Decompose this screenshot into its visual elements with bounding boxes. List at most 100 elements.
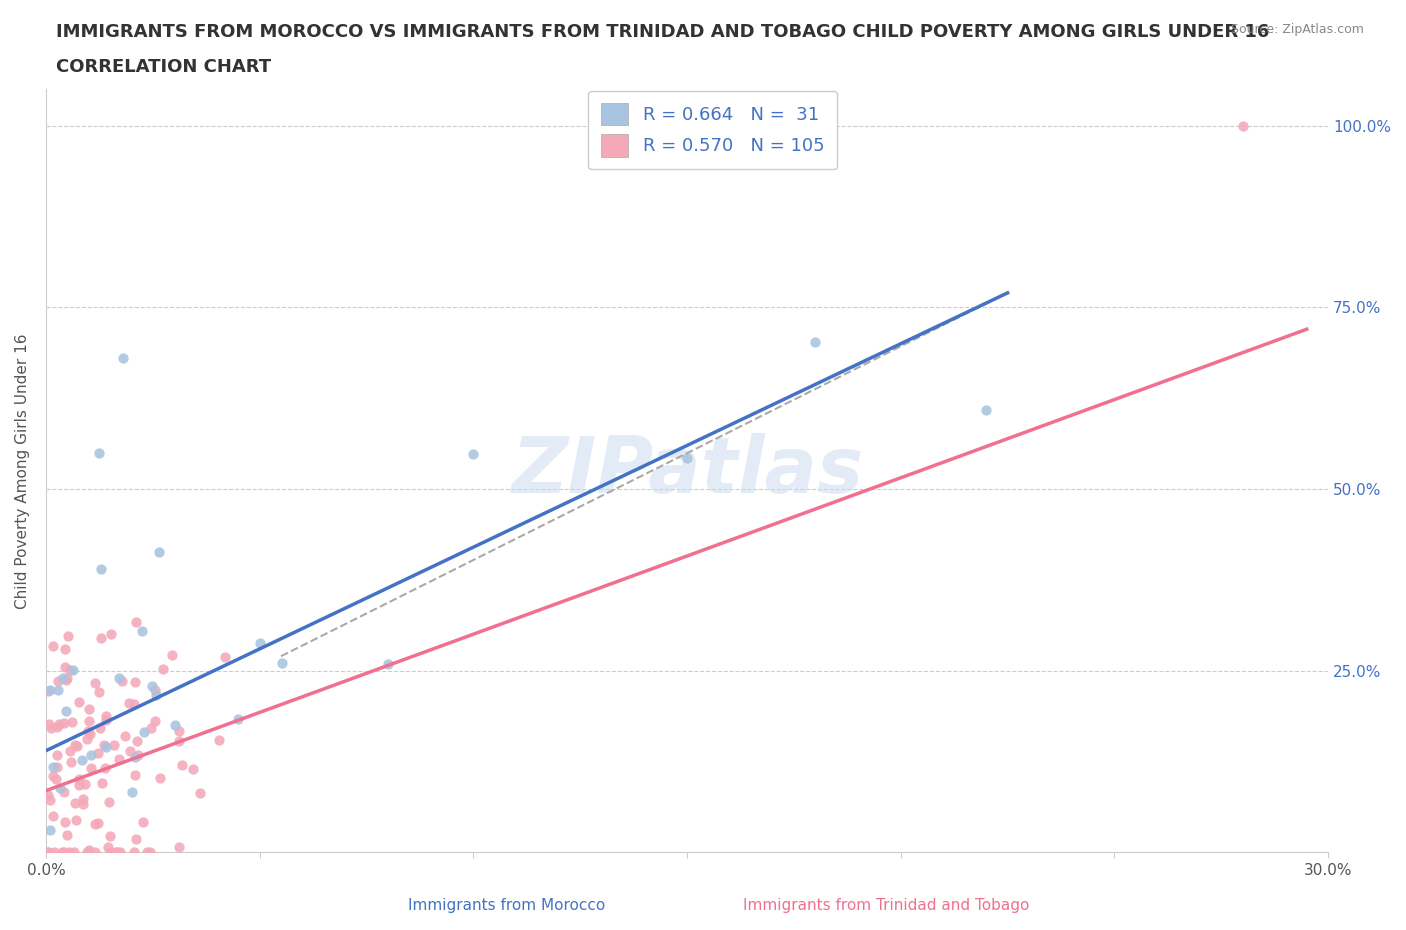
Point [152, 661, 174, 676]
Point [94, 739, 117, 754]
Point [125, 831, 148, 846]
Point [53, 642, 76, 657]
Point [89, 631, 111, 645]
Point [132, 815, 155, 830]
Point [122, 697, 145, 711]
Point [39, 683, 62, 698]
Point [52, 671, 75, 685]
Point [38, 716, 60, 731]
Point [63, 738, 86, 753]
Point [974, 403, 997, 418]
Point [67, 772, 90, 787]
Point [94, 712, 117, 727]
Point [46, 683, 69, 698]
Point [105, 845, 128, 860]
Text: Source: ZipAtlas.com: Source: ZipAtlas.com [1230, 23, 1364, 36]
Point [804, 335, 827, 350]
Point [58, 629, 80, 644]
Point [72, 796, 94, 811]
Point [55, 703, 77, 718]
Text: CORRELATION CHART: CORRELATION CHART [56, 58, 271, 75]
Point [214, 650, 236, 665]
Point [181, 761, 204, 776]
Point [143, 713, 166, 728]
Point [377, 657, 399, 671]
Point [42, 759, 65, 774]
Point [76, 845, 98, 860]
Point [53, 784, 76, 799]
Point [89, 721, 111, 736]
Point [83, 844, 105, 859]
Point [94, 709, 117, 724]
Point [67, 694, 90, 709]
Point [39, 792, 62, 807]
Point [37, 684, 59, 698]
Point [1232, 118, 1254, 133]
Point [42, 809, 65, 824]
Point [76, 732, 98, 747]
Point [134, 724, 156, 739]
Point [70, 752, 93, 767]
Point [53, 659, 76, 674]
Point [87, 445, 110, 460]
Point [127, 734, 149, 749]
Point [45, 772, 67, 787]
Point [83, 675, 105, 690]
Point [100, 845, 122, 860]
Point [112, 351, 135, 365]
Point [120, 744, 142, 759]
Point [111, 673, 134, 688]
Point [190, 785, 212, 800]
Point [58, 845, 80, 860]
Point [59, 743, 82, 758]
Point [63, 795, 86, 810]
Point [676, 450, 699, 465]
Point [51, 845, 73, 860]
Point [59, 663, 82, 678]
Point [84, 817, 107, 831]
Point [63, 845, 86, 860]
Point [42, 768, 65, 783]
Point [118, 696, 141, 711]
Point [94, 761, 117, 776]
Point [52, 845, 75, 860]
Point [98, 829, 121, 844]
Point [77, 843, 100, 857]
Point [124, 767, 146, 782]
Point [49, 780, 72, 795]
Point [37, 845, 59, 860]
Point [160, 647, 183, 662]
Point [80, 761, 103, 776]
Point [37, 788, 59, 803]
Point [62, 662, 84, 677]
Point [42, 845, 65, 860]
Y-axis label: Child Poverty Among Girls Under 16: Child Poverty Among Girls Under 16 [15, 333, 30, 608]
Point [45, 748, 67, 763]
Point [121, 784, 143, 799]
Point [37, 845, 59, 860]
Point [270, 656, 292, 671]
Point [124, 845, 146, 860]
Point [97, 840, 120, 855]
Point [139, 845, 162, 860]
Point [103, 737, 125, 752]
Point [145, 683, 167, 698]
Point [172, 758, 194, 773]
Point [114, 729, 136, 744]
Point [167, 734, 190, 749]
Point [141, 679, 163, 694]
Point [55, 828, 77, 843]
Point [127, 748, 149, 763]
Point [145, 687, 167, 702]
Point [93, 737, 115, 752]
Point [108, 671, 131, 685]
Point [87, 684, 110, 699]
Point [46, 674, 69, 689]
Point [163, 718, 186, 733]
Point [39, 822, 62, 837]
Point [100, 627, 122, 642]
Point [90, 562, 112, 577]
Point [97, 794, 120, 809]
Point [105, 845, 128, 860]
Point [55, 672, 77, 687]
